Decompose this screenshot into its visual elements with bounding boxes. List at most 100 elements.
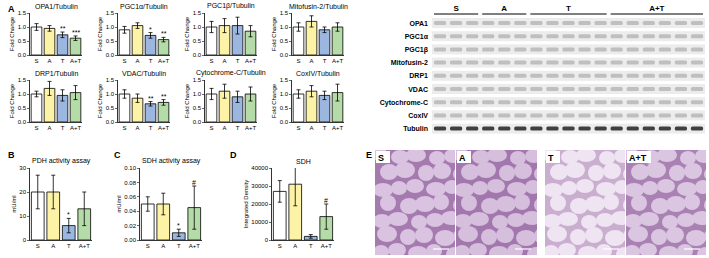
svg-text:10000: 10000 [251, 219, 268, 225]
svg-text:#: # [324, 197, 328, 204]
svg-text:T: T [236, 125, 240, 131]
svg-text:S: S [296, 58, 300, 64]
svg-text:A+T: A+T [189, 243, 201, 249]
svg-text:Fold Change: Fold Change [97, 16, 103, 51]
svg-text:D: D [230, 150, 237, 160]
svg-text:T: T [236, 58, 240, 64]
svg-text:T: T [177, 243, 181, 249]
svg-text:PGC1β: PGC1β [405, 46, 429, 54]
svg-text:10: 10 [19, 213, 26, 219]
svg-text:1.0: 1.0 [193, 24, 202, 30]
svg-text:S: S [122, 125, 126, 131]
svg-text:A+T: A+T [70, 58, 82, 64]
svg-text:1.5: 1.5 [106, 77, 115, 83]
svg-text:30000: 30000 [251, 183, 268, 189]
svg-text:0.0: 0.0 [106, 119, 115, 125]
svg-text:A+T: A+T [332, 58, 344, 64]
svg-text:0.02: 0.02 [124, 223, 136, 229]
svg-text:0.10: 0.10 [124, 165, 136, 171]
svg-text:0.5: 0.5 [280, 38, 289, 44]
svg-text:A: A [47, 58, 51, 64]
svg-text:Fold Change: Fold Change [271, 83, 277, 118]
svg-text:1.0: 1.0 [193, 91, 202, 97]
svg-text:A: A [459, 153, 466, 163]
svg-text:S: S [209, 58, 213, 64]
svg-text:S: S [36, 243, 40, 249]
svg-text:1.5: 1.5 [280, 10, 289, 16]
svg-text:20000: 20000 [251, 201, 268, 207]
svg-text:mU/ml: mU/ml [11, 195, 17, 212]
svg-text:1.0: 1.0 [280, 91, 289, 97]
svg-text:PGC1α/Tubulin: PGC1α/Tubulin [120, 3, 168, 10]
svg-text:T: T [323, 125, 327, 131]
svg-text:DRP1: DRP1 [409, 72, 428, 79]
svg-text:0: 0 [23, 237, 27, 243]
svg-text:CoxIV/Tubulin: CoxIV/Tubulin [296, 70, 340, 77]
svg-text:40000: 40000 [251, 165, 268, 171]
svg-text:A: A [222, 125, 226, 131]
svg-text:1.0: 1.0 [106, 91, 115, 97]
svg-text:A: A [135, 125, 139, 131]
svg-text:Fold Change: Fold Change [97, 83, 103, 118]
svg-text:A: A [135, 58, 139, 64]
svg-text:C: C [114, 150, 121, 160]
svg-text:B: B [8, 150, 15, 160]
svg-text:A+T: A+T [321, 243, 333, 249]
svg-text:1.5: 1.5 [280, 77, 289, 83]
svg-text:**: ** [148, 95, 154, 102]
svg-text:A+T: A+T [245, 125, 257, 131]
svg-text:Fold Change: Fold Change [9, 83, 15, 118]
svg-text:0.5: 0.5 [106, 38, 115, 44]
svg-text:**: ** [161, 93, 167, 100]
svg-text:30: 30 [19, 165, 26, 171]
svg-text:Fold Change: Fold Change [184, 16, 190, 51]
svg-text:S: S [122, 58, 126, 64]
svg-text:1.5: 1.5 [193, 77, 202, 83]
svg-text:A: A [222, 58, 226, 64]
svg-text:A+T: A+T [332, 125, 344, 131]
svg-text:SDH: SDH [296, 158, 311, 165]
svg-text:A: A [293, 243, 297, 249]
svg-text:S: S [146, 243, 150, 249]
svg-text:1.5: 1.5 [18, 77, 27, 83]
svg-text:PGC1β/Tubulin: PGC1β/Tubulin [207, 2, 255, 10]
svg-text:A+T: A+T [245, 58, 257, 64]
svg-text:S: S [34, 125, 38, 131]
svg-text:T: T [548, 153, 554, 163]
svg-text:S: S [378, 153, 384, 163]
svg-text:SDH activity assay: SDH activity assay [142, 157, 201, 165]
svg-text:0.0: 0.0 [280, 119, 289, 125]
svg-text:CoxIV: CoxIV [408, 112, 428, 119]
svg-text:Fold Change: Fold Change [271, 16, 277, 51]
svg-text:A: A [309, 58, 313, 64]
svg-text:1.0: 1.0 [18, 91, 27, 97]
svg-text:0.5: 0.5 [106, 105, 115, 111]
svg-text:T: T [61, 125, 65, 131]
svg-text:A: A [501, 4, 507, 13]
svg-text:1.5: 1.5 [106, 10, 115, 16]
svg-text:Mitofusin-2/Tubulin: Mitofusin-2/Tubulin [289, 3, 348, 10]
svg-text:0.08: 0.08 [124, 180, 136, 186]
svg-text:T: T [61, 58, 65, 64]
svg-text:#: # [192, 179, 196, 186]
svg-text:0.0: 0.0 [18, 52, 27, 58]
svg-text:0.04: 0.04 [124, 208, 136, 214]
svg-text:T: T [149, 58, 153, 64]
svg-text:E: E [366, 150, 372, 160]
svg-text:T: T [323, 58, 327, 64]
svg-text:0.0: 0.0 [18, 119, 27, 125]
svg-text:Mitofusin-2: Mitofusin-2 [391, 59, 428, 66]
svg-text:A: A [161, 243, 165, 249]
svg-text:T: T [67, 243, 71, 249]
svg-text:S: S [278, 243, 282, 249]
svg-text:**: ** [60, 25, 66, 32]
svg-text:1.5: 1.5 [193, 10, 202, 16]
svg-text:A+T: A+T [79, 243, 91, 249]
svg-text:PDH activity assay: PDH activity assay [32, 157, 91, 165]
svg-text:*: * [67, 211, 70, 218]
svg-text:T: T [309, 243, 313, 249]
svg-text:***: *** [72, 29, 80, 36]
svg-text:A+T: A+T [158, 58, 170, 64]
svg-text:S: S [209, 125, 213, 131]
svg-text:1.0: 1.0 [280, 24, 289, 30]
